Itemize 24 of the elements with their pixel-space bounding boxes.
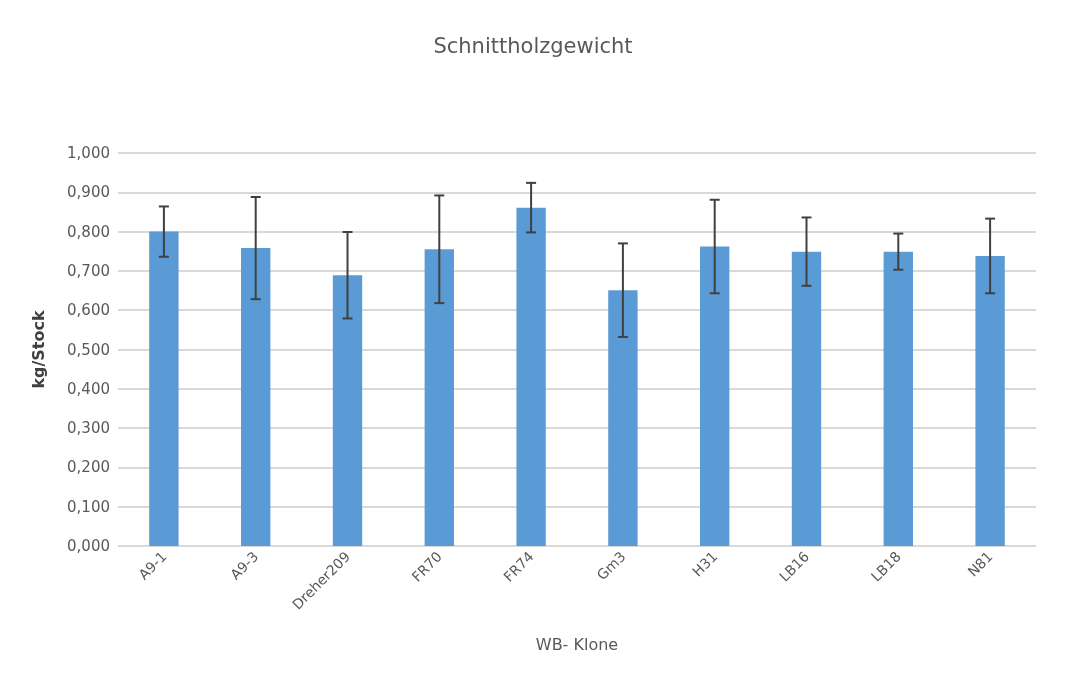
y-tick-label: 0,600 — [67, 301, 110, 320]
y-tick-label: 0,500 — [67, 340, 110, 359]
bar — [332, 275, 363, 546]
bar — [791, 251, 822, 546]
y-tick-label: 0,400 — [67, 379, 110, 398]
bar — [883, 251, 913, 546]
y-tick-label: 0,900 — [67, 183, 110, 202]
y-tick-label: 1,000 — [67, 144, 110, 162]
y-tick-label: 0,200 — [67, 458, 110, 477]
bar — [700, 246, 730, 546]
x-axis-title: WB- Klone — [535, 634, 619, 654]
bar — [608, 290, 638, 546]
bar — [424, 249, 454, 546]
y-tick-label: 0,100 — [67, 497, 110, 516]
y-axis-title: kg/Stock — [28, 310, 48, 389]
y-tick-label: 0,700 — [67, 261, 110, 280]
bar — [149, 231, 179, 546]
bar — [975, 255, 1005, 546]
chart-title: Schnittholzgewicht — [433, 33, 633, 58]
bar — [241, 248, 271, 546]
y-tick-label: 0,000 — [67, 537, 110, 555]
y-tick-label: 0,300 — [67, 419, 110, 438]
bar — [516, 207, 546, 546]
y-tick-label: 0,800 — [67, 222, 110, 241]
